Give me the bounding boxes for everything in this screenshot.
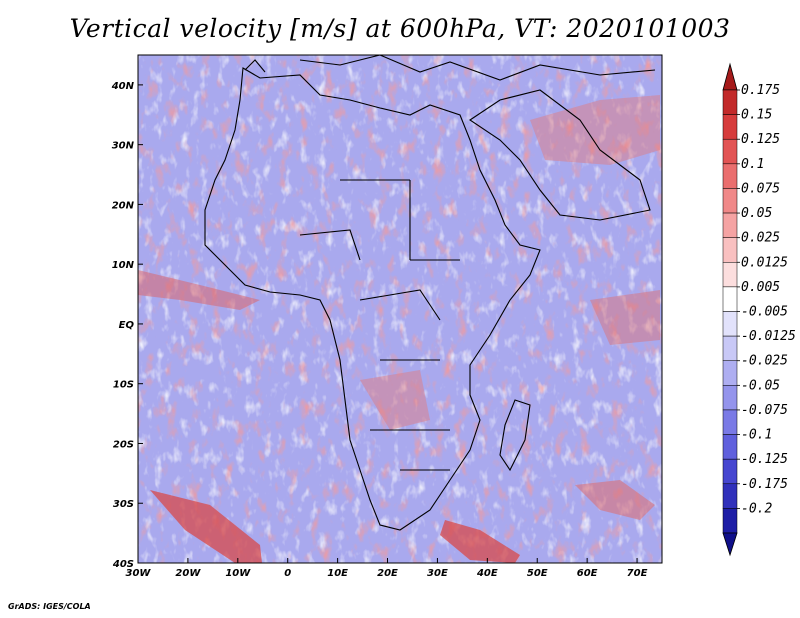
colorbar-swatch	[722, 385, 738, 411]
colorbar-label: 0.075	[741, 181, 780, 196]
colorbar-swatch	[722, 508, 738, 534]
colorbar-label: -0.175	[741, 477, 788, 492]
colorbar-label: 0.005	[741, 280, 780, 295]
colorbar-swatch	[722, 89, 738, 115]
lon-tick-label: 50E	[527, 568, 548, 579]
colorbar-swatch	[722, 114, 738, 140]
colorbar-swatch	[722, 188, 738, 214]
lat-tick-label: 20S	[113, 439, 134, 450]
lat-tick-label: 30S	[113, 499, 134, 510]
colorbar-swatch	[722, 311, 738, 337]
colorbar-label: -0.075	[741, 403, 788, 418]
colorbar-label: -0.125	[741, 452, 788, 467]
coastlines	[204, 55, 656, 531]
lon-tick-label: 30W	[126, 568, 152, 579]
lon-tick-label: 10W	[225, 568, 251, 579]
lon-tick-label: 70E	[627, 568, 648, 579]
colorbar-swatch	[722, 458, 738, 485]
lat-tick-label: 10N	[112, 260, 135, 271]
colorbar-label: 0.025	[741, 231, 780, 246]
colorbar-label: 0.15	[741, 108, 772, 123]
lon-tick-label: 30E	[427, 568, 448, 579]
colorbar-label: 0.175	[741, 83, 780, 98]
colorbar-swatch	[722, 212, 738, 238]
colorbar-label: 0.1	[741, 157, 764, 172]
colorbar-swatch	[722, 262, 738, 288]
lat-tick-label: 30N	[112, 141, 135, 152]
lat-tick-label: 10S	[113, 380, 134, 391]
lon-tick-label: 20W	[175, 568, 201, 579]
colorbar-label: 0.0125	[741, 255, 788, 270]
colorbar-swatch	[722, 237, 738, 263]
colorbar: 0.175 0.15 0.125 0.1 0.075 0.05 0.025 0.0125 0.0…	[722, 62, 796, 557]
lon-tick-label: 60E	[577, 568, 598, 579]
lon-tick-label: 0	[284, 568, 291, 579]
lon-tick-label: 20E	[377, 568, 398, 579]
chart-title: Vertical velocity [m/s] at 600hPa, VT: 2…	[69, 14, 731, 43]
colorbar-swatch	[722, 163, 738, 189]
lon-tick-label: 40E	[476, 568, 498, 579]
colorbar-swatch	[722, 360, 738, 386]
colorbar-swatch	[722, 434, 738, 460]
colorbar-label: -0.05	[741, 378, 780, 393]
plot-frame	[137, 54, 663, 564]
lat-tick-label: 20N	[112, 200, 135, 211]
colorbar-bottom-arrow	[722, 532, 738, 557]
colorbar-label: -0.0125	[741, 329, 796, 344]
colorbar-label: -0.025	[741, 354, 788, 369]
colorbar-swatch	[722, 138, 738, 165]
vertical-velocity-field	[138, 55, 662, 563]
colorbar-swatch	[722, 483, 738, 509]
colorbar-label: -0.2	[741, 501, 772, 516]
colorbar-swatch	[722, 335, 738, 361]
colorbar-top-arrow	[722, 62, 738, 91]
colorbar-label: -0.1	[741, 428, 772, 443]
colorbar-label: 0.05	[741, 206, 772, 221]
credit-text: GrADS: IGES/COLA	[8, 602, 91, 611]
lon-axis: 30W 20W 10W 0 10E 20E 30E 40E 50E 60E 70E	[126, 558, 648, 579]
colorbar-label: -0.005	[741, 305, 788, 320]
lat-axis: 40N 30N 20N 10N EQ 10S 20S 30S 40S	[111, 81, 143, 570]
lat-tick-label: EQ	[119, 320, 135, 331]
lat-tick-label: 40S	[112, 559, 134, 570]
colorbar-swatch	[722, 286, 738, 312]
lat-tick-label: 40N	[111, 81, 135, 92]
colorbar-label: 0.125	[741, 132, 780, 147]
lon-tick-label: 10E	[327, 568, 348, 579]
colorbar-swatch	[722, 409, 738, 435]
